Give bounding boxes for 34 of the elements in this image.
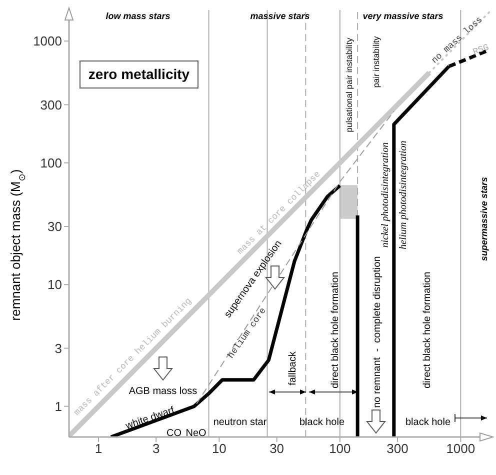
annotation: CO — [166, 428, 182, 439]
annotation: pair instability — [371, 36, 382, 88]
x-tick-label: 10 — [212, 441, 226, 456]
annotation: zero metallicity — [88, 66, 190, 82]
annotation: neutron star — [213, 416, 268, 428]
annotation: massive stars — [250, 11, 310, 22]
y-tick-label: 300 — [40, 97, 62, 112]
annotation: nickel photodisintegration — [380, 142, 392, 248]
annotation: direct black hole formation — [422, 272, 433, 388]
x-tick-label: 3 — [152, 441, 160, 456]
annotation: AGB mass loss — [128, 386, 198, 397]
x-tick-label: 1 — [94, 441, 102, 456]
x-tick-label: 1000 — [446, 441, 476, 456]
x-tick-label: 30 — [270, 441, 284, 456]
x-tick-label: 100 — [329, 441, 351, 456]
x-tick-label: 300 — [386, 441, 408, 456]
y-tick-label: 100 — [40, 155, 62, 170]
y-tick-label: 1000 — [33, 34, 62, 49]
annotation: RSG — [472, 42, 490, 58]
y-tick-label: 30 — [48, 219, 62, 234]
annotation: fallback — [287, 350, 298, 386]
annotation: very massive stars — [362, 11, 444, 22]
annotation: black hole — [405, 416, 451, 428]
y-tick-label: 3 — [54, 340, 62, 356]
y-tick-label: 1 — [54, 398, 62, 414]
annotation: black hole — [299, 416, 345, 428]
annotation: low mass stars — [106, 11, 170, 22]
annotation: direct black hole formation — [330, 272, 341, 388]
annotation: supermassive stars — [479, 176, 490, 262]
annotation: NeO — [186, 428, 206, 439]
annotation: pulsational pair instability — [344, 37, 354, 132]
y-tick-label: 10 — [48, 277, 62, 292]
annotation: helium photodisintegration — [398, 140, 410, 250]
annotation: no remnant - complete disruption — [372, 256, 383, 408]
